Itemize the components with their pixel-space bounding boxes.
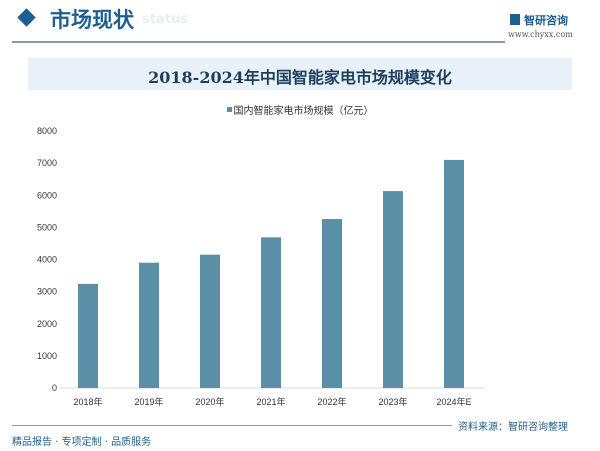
x-tick-label: 2018年 [73,396,102,407]
x-tick-label: 2019年 [134,396,163,407]
y-tick-label: 2000 [37,319,57,329]
header-divider [12,41,505,43]
x-tick-label: 2020年 [195,396,224,407]
y-tick-label: 1000 [37,351,57,361]
bar [444,159,464,388]
y-tick-label: 4000 [37,255,57,265]
x-tick-label: 2023年 [378,396,407,407]
source-note: 资料来源：智研咨询整理 [458,422,568,433]
chart-title: 2018-2024年中国智能家电市场规模变化 [148,68,452,87]
x-tick-label: 2024年E [436,396,471,407]
legend: 国内智能家电市场规模（亿元） [0,102,600,117]
brand-logo: 智研咨询 [510,12,568,28]
legend-swatch [226,107,232,112]
brand-url: www.chyxx.com [508,30,573,39]
bar [383,191,403,388]
bar [78,283,98,388]
x-tick-label: 2022年 [317,396,346,407]
logo-text: 智研咨询 [524,14,568,27]
bar [322,219,342,388]
section-title: 市场现状 [50,7,134,32]
legend-label: 国内智能家电市场规模（亿元） [233,106,374,117]
y-tick-label: 8000 [37,126,57,136]
y-tick-label: 0 [52,383,57,393]
logo-icon [510,14,520,25]
title-band [28,58,572,90]
y-tick-label: 3000 [37,287,57,297]
footer-tagline: 精品报告 · 专项定制 · 品质服务 [12,437,152,448]
bar [261,237,281,388]
section-subtitle: status [142,12,188,27]
bar [200,254,220,388]
y-tick-label: 5000 [37,222,57,232]
footer-divider [12,425,452,426]
y-tick-label: 6000 [37,190,57,200]
x-tick-label: 2021年 [256,396,285,407]
bar [139,262,159,388]
y-tick-label: 7000 [37,158,57,168]
